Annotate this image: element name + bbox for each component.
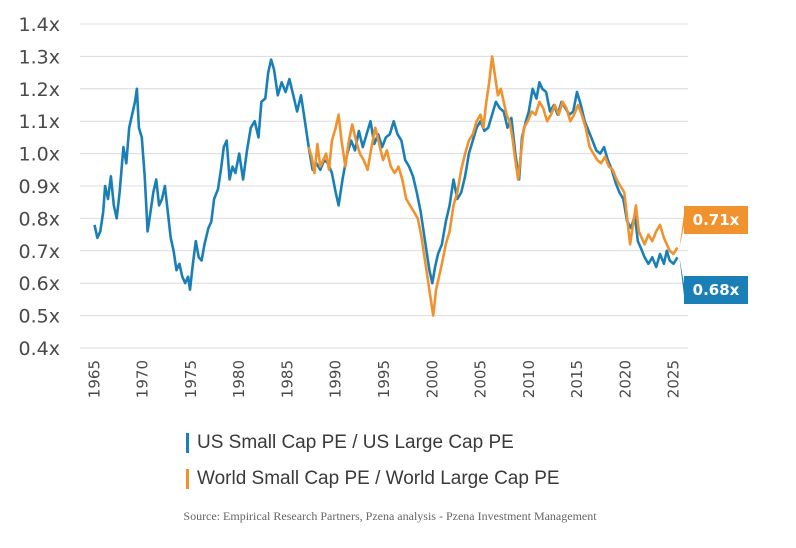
x-tick-label: 2005 xyxy=(472,360,490,398)
y-tick-label: 1.2x xyxy=(19,79,60,101)
y-tick-label: 1.3x xyxy=(19,46,60,68)
badge-shape xyxy=(679,206,748,248)
gridlines xyxy=(80,23,688,349)
source-note: Source: Empirical Research Partners, Pze… xyxy=(183,509,597,523)
x-tick-label: 1980 xyxy=(230,360,248,398)
y-tick-label: 0.9x xyxy=(19,176,60,198)
x-tick-label: 1990 xyxy=(327,360,345,398)
badge-us: 0.68x xyxy=(679,257,748,304)
x-tick-label: 1995 xyxy=(375,360,393,398)
value-badges: 0.71x 0.68x xyxy=(679,206,748,304)
legend-label-us: US Small Cap PE / US Large Cap PE xyxy=(197,432,514,453)
legend-swatch-world xyxy=(186,469,189,489)
legend-swatch-us xyxy=(186,433,189,453)
x-tick-label: 1975 xyxy=(182,360,200,398)
badge-shape xyxy=(679,257,748,304)
x-tick-label: 2025 xyxy=(665,360,683,398)
x-axis: 1965 1970 1975 1980 1985 1990 1995 2000 2005 2010… xyxy=(85,360,682,398)
legend-item-world: World Small Cap PE / World Large Cap PE xyxy=(186,468,560,490)
line-chart: 0.4x 0.5x 0.6x 0.7x 0.8x 0.9x 1.0x 1.1x 1.2x 1.3x… xyxy=(19,14,748,398)
badge-world: 0.71x xyxy=(679,206,748,248)
y-tick-label: 0.6x xyxy=(19,273,60,295)
y-tick-label: 1.0x xyxy=(19,144,60,166)
y-tick-label: 0.8x xyxy=(19,208,60,230)
x-tick-label: 1985 xyxy=(278,360,296,398)
badge-label: 0.68x xyxy=(693,281,740,299)
series-line-us xyxy=(93,58,679,291)
x-tick-label: 1965 xyxy=(85,360,103,398)
series-line-world xyxy=(307,55,679,317)
x-tick-label: 2000 xyxy=(423,360,441,398)
x-tick-label: 2020 xyxy=(616,360,634,398)
series-lines xyxy=(93,55,679,317)
y-tick-label: 0.4x xyxy=(19,338,60,360)
x-tick-label: 2010 xyxy=(520,360,538,398)
badge-label: 0.71x xyxy=(693,211,740,229)
y-tick-label: 1.4x xyxy=(19,14,60,36)
y-tick-label: 0.5x xyxy=(19,306,60,328)
legend-item-us: US Small Cap PE / US Large Cap PE xyxy=(186,432,514,454)
y-tick-label: 0.7x xyxy=(19,241,60,263)
legend-label-world: World Small Cap PE / World Large Cap PE xyxy=(197,468,560,489)
y-axis: 0.4x 0.5x 0.6x 0.7x 0.8x 0.9x 1.0x 1.1x 1.2x 1.3x… xyxy=(19,14,60,360)
x-tick-label: 1970 xyxy=(134,360,152,398)
y-tick-label: 1.1x xyxy=(19,111,60,133)
x-tick-label: 2015 xyxy=(568,360,586,398)
